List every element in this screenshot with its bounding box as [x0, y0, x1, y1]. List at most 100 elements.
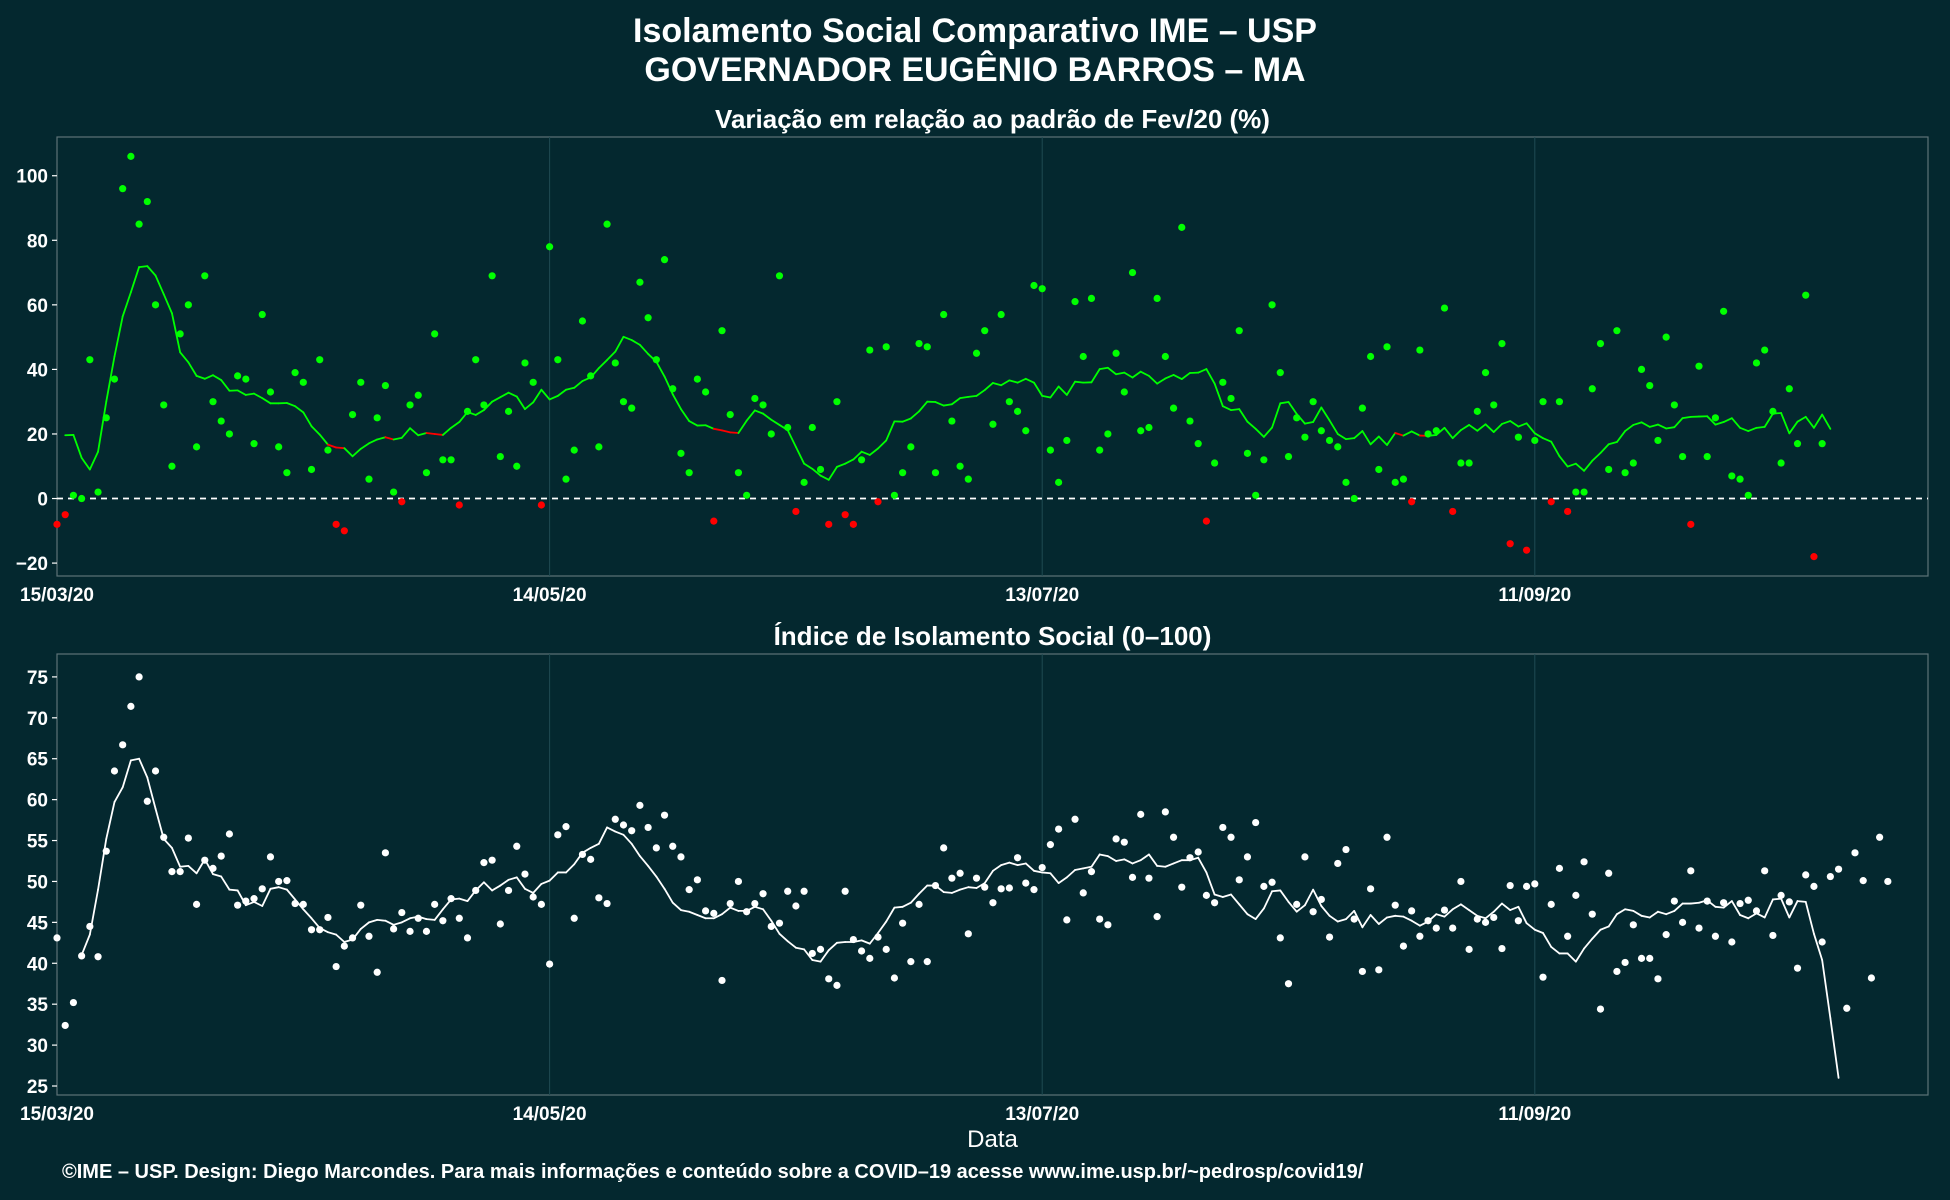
data-point	[1202, 891, 1210, 899]
data-point	[53, 520, 61, 528]
data-point	[726, 411, 734, 419]
moving-average-segment	[1287, 401, 1298, 415]
data-point	[463, 934, 472, 942]
data-point	[381, 381, 389, 390]
data-point	[981, 327, 989, 335]
moving-average-segment	[721, 429, 732, 434]
data-point	[1637, 365, 1646, 374]
data-point	[1810, 553, 1818, 561]
moving-average-segment	[146, 776, 157, 810]
data-point	[431, 900, 439, 908]
data-point	[751, 394, 759, 403]
data-point	[1186, 417, 1194, 425]
data-point	[1128, 873, 1137, 881]
moving-average-segment	[1476, 423, 1487, 432]
moving-average-segment	[1156, 377, 1167, 385]
moving-average-segment	[1074, 380, 1085, 384]
moving-average-segment	[1706, 415, 1717, 426]
data-point	[1498, 339, 1506, 348]
moving-average-segment	[121, 291, 132, 318]
data-point	[1498, 944, 1506, 953]
moving-average-segment	[1525, 922, 1536, 931]
data-point	[1399, 475, 1408, 483]
data-point	[940, 844, 948, 852]
data-point	[69, 491, 78, 499]
moving-average-segment	[1156, 865, 1167, 868]
moving-average-segment	[1230, 408, 1241, 411]
moving-average-segment	[1336, 433, 1347, 441]
moving-average-segment	[1492, 423, 1503, 433]
moving-average-segment	[1098, 853, 1109, 857]
data-point	[398, 908, 406, 917]
moving-average-segment	[1377, 435, 1388, 446]
data-point	[1424, 917, 1432, 925]
moving-average-segment	[1164, 373, 1175, 380]
data-point	[1383, 343, 1391, 351]
moving-average-segment	[1550, 440, 1561, 458]
moving-average-segment	[285, 888, 296, 901]
moving-average-segment	[1624, 424, 1635, 432]
moving-average-segment	[1501, 420, 1512, 425]
data-point	[390, 488, 398, 496]
moving-average-segment	[1640, 421, 1651, 428]
moving-average-segment	[573, 380, 584, 389]
data-point	[78, 952, 86, 960]
moving-average-segment	[228, 888, 239, 892]
moving-average-segment	[1139, 853, 1150, 862]
data-point	[570, 914, 578, 922]
moving-average-segment	[1123, 858, 1134, 865]
moving-average-segment	[1394, 914, 1405, 918]
data-point	[1112, 835, 1120, 843]
data-point	[406, 927, 414, 935]
data-point	[1227, 833, 1235, 841]
data-point	[1720, 307, 1728, 315]
data-point	[529, 893, 537, 901]
data-point	[1416, 932, 1424, 940]
moving-average-segment	[1000, 861, 1011, 866]
data-point	[1818, 440, 1826, 448]
moving-average-segment	[1049, 385, 1060, 399]
plot-frame	[56, 136, 1929, 577]
data-point	[1342, 845, 1350, 854]
moving-average-segment	[950, 888, 961, 894]
data-point	[1178, 223, 1186, 231]
moving-average-segment	[1616, 430, 1627, 443]
data-point	[1646, 381, 1654, 390]
data-point	[1670, 897, 1678, 905]
data-point	[1178, 883, 1186, 891]
data-point	[86, 922, 94, 931]
moving-average-segment	[860, 450, 871, 456]
moving-average-segment	[1402, 915, 1413, 922]
data-point	[660, 256, 669, 264]
y-tick-label: 80	[27, 231, 48, 252]
moving-average-segment	[844, 458, 855, 465]
moving-average-segment	[524, 887, 535, 894]
data-point	[931, 881, 940, 890]
moving-average-segment	[310, 425, 321, 436]
data-point	[176, 330, 184, 338]
moving-average-segment	[1221, 405, 1232, 411]
moving-average-segment	[1295, 904, 1306, 913]
moving-average-segment	[154, 807, 165, 840]
moving-average-segment	[1279, 889, 1290, 903]
moving-average-segment	[1246, 913, 1257, 920]
data-point	[841, 887, 849, 895]
moving-average-segment	[162, 293, 173, 315]
data-point	[1605, 465, 1613, 474]
data-point	[1687, 520, 1695, 528]
moving-average-segment	[1730, 900, 1741, 916]
data-point	[595, 894, 603, 902]
data-point	[1096, 446, 1104, 454]
data-point	[1408, 498, 1416, 506]
data-point	[1867, 974, 1876, 982]
moving-average-segment	[294, 405, 305, 414]
moving-average-segment	[1238, 408, 1249, 423]
data-point	[1440, 304, 1449, 312]
data-point	[1457, 877, 1465, 886]
moving-average-segment	[622, 335, 633, 341]
data-point	[1662, 931, 1670, 939]
moving-average-segment	[811, 467, 822, 477]
data-point	[1063, 916, 1071, 924]
moving-average-segment	[1542, 932, 1553, 948]
